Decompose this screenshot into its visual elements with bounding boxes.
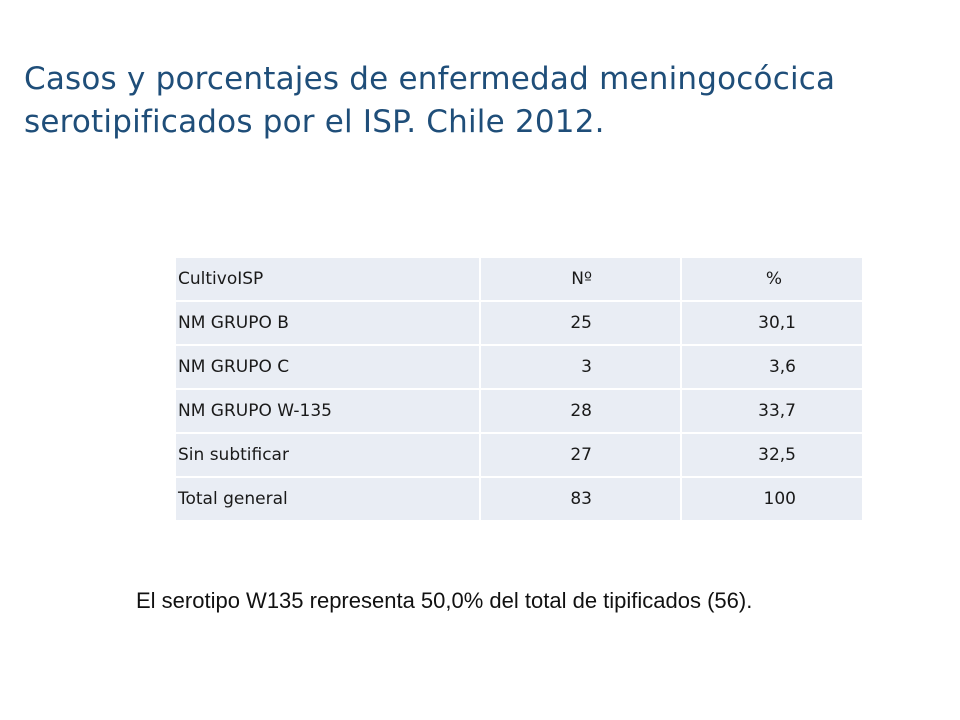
table-row-total: Total general 83 100 (176, 478, 862, 520)
header-cultivo: CultivoISP (176, 258, 479, 300)
row-count: 28 (481, 390, 680, 432)
table-row: Sin subtificar 27 32,5 (176, 434, 862, 476)
row-percent: 32,5 (682, 434, 862, 476)
footnote: El serotipo W135 representa 50,0% del to… (136, 588, 753, 613)
slide-title-line-1: Casos y porcentajes de enfermedad mening… (24, 61, 836, 97)
serotype-table: CultivoISP Nº % NM GRUPO B 25 30,1 NM GR… (174, 256, 864, 522)
table-row: NM GRUPO C 3 3,6 (176, 346, 862, 388)
row-count: 3 (481, 346, 680, 388)
row-label: NM GRUPO B (176, 302, 479, 344)
header-count: Nº (481, 258, 680, 300)
row-label: Total general (176, 478, 479, 520)
table-header-row: CultivoISP Nº % (176, 258, 862, 300)
table-row: NM GRUPO B 25 30,1 (176, 302, 862, 344)
row-label: NM GRUPO W-135 (176, 390, 479, 432)
row-count: 25 (481, 302, 680, 344)
table-row: NM GRUPO W-135 28 33,7 (176, 390, 862, 432)
row-percent: 30,1 (682, 302, 862, 344)
row-count: 27 (481, 434, 680, 476)
slide-title-line-2: serotipificados por el ISP. Chile 2012. (24, 104, 605, 140)
slide-title: Casos y porcentajes de enfermedad mening… (24, 58, 944, 144)
header-percent: % (682, 258, 862, 300)
row-percent: 100 (682, 478, 862, 520)
row-label: NM GRUPO C (176, 346, 479, 388)
row-count: 83 (481, 478, 680, 520)
row-percent: 3,6 (682, 346, 862, 388)
row-label: Sin subtificar (176, 434, 479, 476)
row-percent: 33,7 (682, 390, 862, 432)
